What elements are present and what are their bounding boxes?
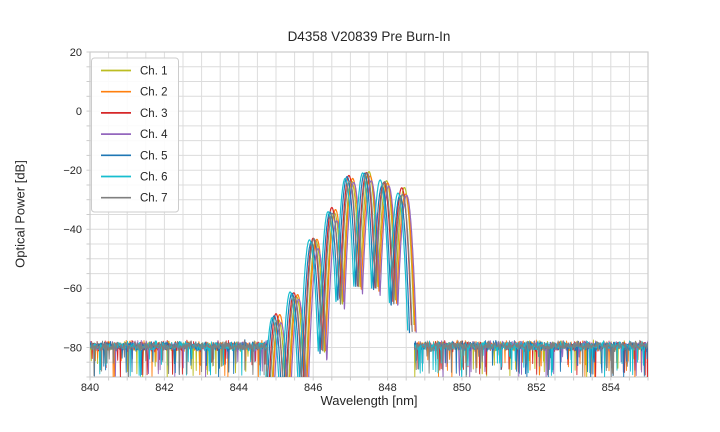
x-tick-label: 842 xyxy=(155,382,173,394)
series-line-ch-7 xyxy=(413,339,648,377)
legend-label-ch-1: Ch. 1 xyxy=(140,66,168,78)
x-tick-label: 852 xyxy=(527,382,545,394)
legend-label-ch-3: Ch. 3 xyxy=(140,108,168,120)
series-line-ch-6 xyxy=(265,172,409,377)
x-tick-label: 848 xyxy=(378,382,396,394)
y-tick-label: 0 xyxy=(76,106,82,118)
x-tick-label: 840 xyxy=(81,382,99,394)
series-line-ch-1 xyxy=(271,171,415,377)
series-line-ch-7 xyxy=(269,172,413,377)
legend-label-ch-6: Ch. 6 xyxy=(140,172,168,184)
x-axis-label: Wavelength [nm] xyxy=(320,393,418,408)
y-tick-label: −80 xyxy=(63,342,82,354)
y-tick-label: 20 xyxy=(70,47,82,59)
series-group xyxy=(90,171,648,377)
x-tick-label: 854 xyxy=(602,382,620,394)
x-tick-label: 844 xyxy=(230,382,248,394)
legend-label-ch-4: Ch. 4 xyxy=(140,129,168,141)
series-line-ch-7 xyxy=(90,339,269,377)
y-axis-label: Optical Power [dB] xyxy=(12,160,28,268)
legend-label-ch-2: Ch. 2 xyxy=(140,87,168,99)
chart-title: D4358 V20839 Pre Burn-In xyxy=(287,29,451,44)
legend-label-ch-5: Ch. 5 xyxy=(140,150,168,162)
x-tick-label: 850 xyxy=(453,382,471,394)
series-line-ch-4 xyxy=(274,180,417,377)
series-line-ch-5 xyxy=(267,172,411,377)
y-tick-label: −20 xyxy=(63,165,82,177)
legend-box xyxy=(91,57,179,213)
y-tick-label: −60 xyxy=(63,283,82,295)
y-tick-label: −40 xyxy=(63,224,82,236)
legend-label-ch-7: Ch. 7 xyxy=(140,193,168,205)
x-tick-label: 846 xyxy=(304,382,322,394)
